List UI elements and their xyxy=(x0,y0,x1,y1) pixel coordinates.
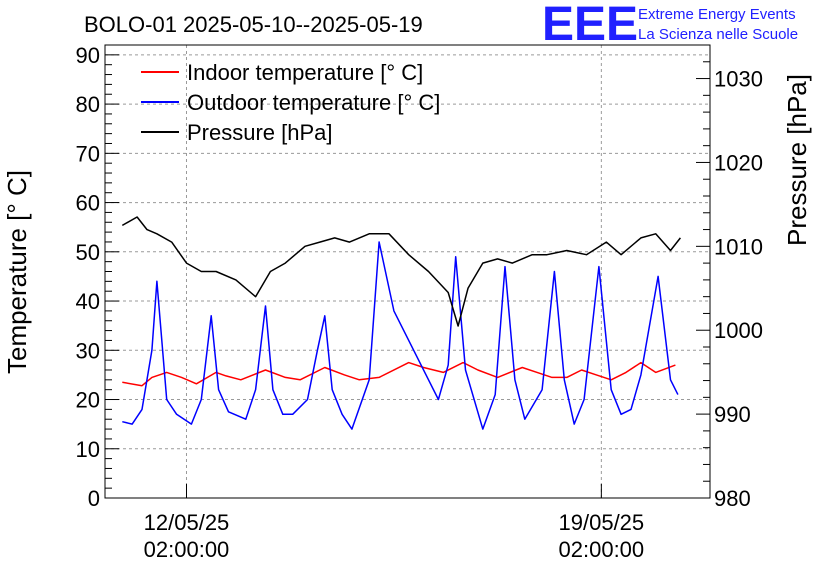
y2-tick-label: 1020 xyxy=(714,150,763,175)
x-tick-label-time: 02:00:00 xyxy=(559,537,645,562)
left-axis: 0 10 20 30 40 50 60 70 80 90 xyxy=(76,43,119,511)
y-tick-label: 50 xyxy=(76,240,100,265)
x-tick-label-time: 02:00:00 xyxy=(144,537,230,562)
y-tick-label: 80 xyxy=(76,92,100,117)
series-line-2 xyxy=(121,216,681,327)
logo-mark: EEE xyxy=(542,0,638,51)
y-tick-label: 0 xyxy=(88,486,100,511)
grid xyxy=(105,45,710,498)
y2-tick-label: 1030 xyxy=(714,67,763,92)
y2-tick-label: 990 xyxy=(714,402,751,427)
y-tick-label: 90 xyxy=(76,43,100,68)
y2-axis-title: Pressure [hPa] xyxy=(782,74,812,246)
y-tick-label: 40 xyxy=(76,289,100,314)
series-line-1 xyxy=(122,241,679,430)
legend-label-2: Pressure [hPa] xyxy=(187,120,333,145)
y2-tick-label: 1010 xyxy=(714,234,763,259)
y2-tick-label: 1000 xyxy=(714,318,763,343)
logo-line2: La Scienza nelle Scuole xyxy=(638,26,798,43)
y-tick-label: 10 xyxy=(76,437,100,462)
legend-label-0: Indoor temperature [° C] xyxy=(187,60,423,85)
x-tick-label-date: 12/05/25 xyxy=(144,510,230,535)
y-tick-label: 60 xyxy=(76,191,100,216)
y-tick-label: 20 xyxy=(76,388,100,413)
series-group xyxy=(121,216,681,430)
y2-tick-label: 980 xyxy=(714,486,751,511)
logo-line1: Extreme Energy Events xyxy=(638,6,796,23)
y-tick-label: 30 xyxy=(76,338,100,363)
chart-title: BOLO-01 2025-05-10--2025-05-19 xyxy=(84,12,423,37)
right-axis: 980 990 1000 1010 1020 1030 xyxy=(696,44,763,511)
x-tick-label-date: 19/05/25 xyxy=(559,510,645,535)
logo: EEE Extreme Energy Events La Scienza nel… xyxy=(542,0,798,51)
y-tick-label: 70 xyxy=(76,141,100,166)
y-axis-title: Temperature [° C] xyxy=(2,170,32,374)
legend: Indoor temperature [° C] Outdoor temperat… xyxy=(141,60,440,145)
legend-label-1: Outdoor temperature [° C] xyxy=(187,90,440,115)
